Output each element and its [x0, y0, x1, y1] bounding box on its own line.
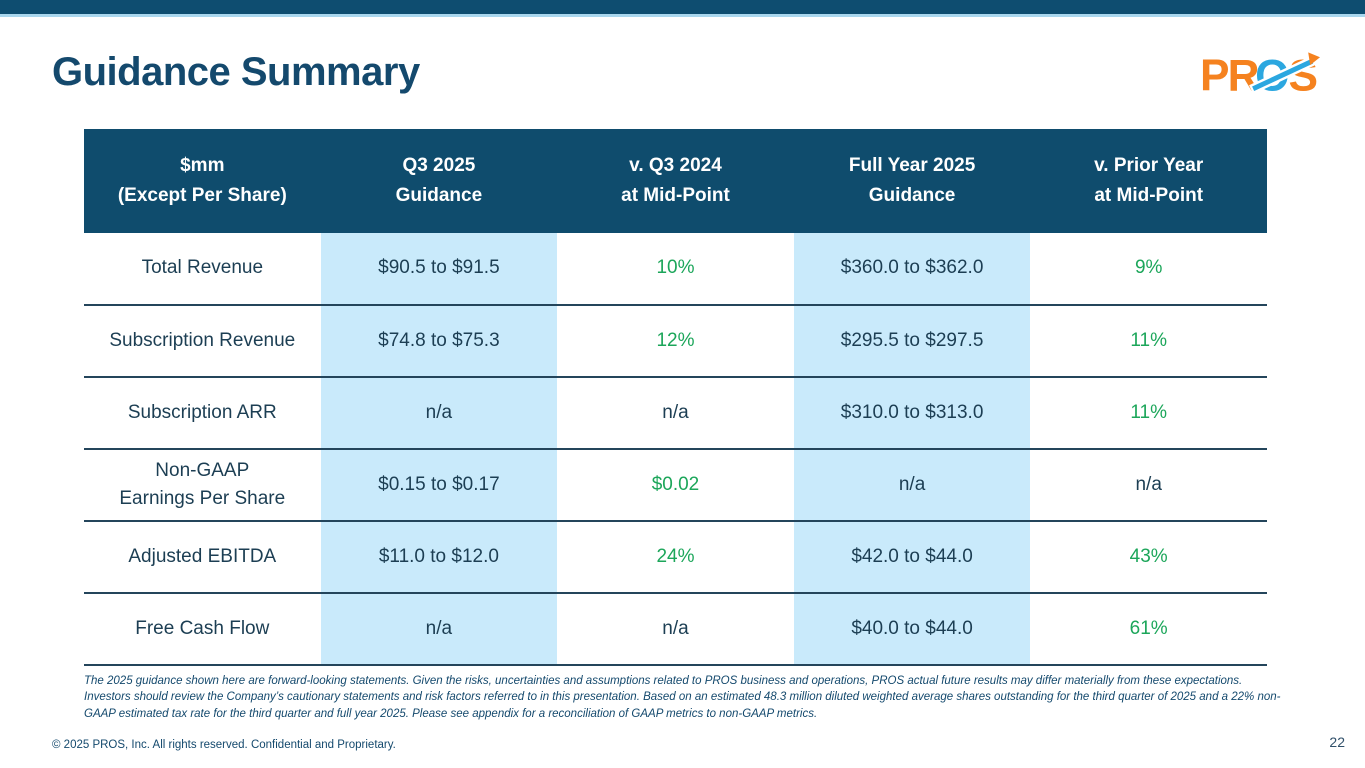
page-number: 22: [1329, 734, 1345, 750]
row-label: Subscription Revenue: [84, 304, 321, 377]
value-cell: $40.0 to $44.0: [793, 592, 1031, 666]
column-header: $mm (Except Per Share): [84, 129, 321, 233]
row-label: Free Cash Flow: [84, 592, 321, 666]
row-label: Adjusted EBITDA: [84, 520, 321, 593]
footer-copyright: © 2025 PROS, Inc. All rights reserved. C…: [52, 739, 396, 751]
value-cell: n/a: [557, 376, 794, 449]
table-row: Adjusted EBITDA $11.0 to $12.0 24% $42.0 to…: [84, 520, 1267, 593]
value-cell: 24%: [557, 520, 794, 593]
table-row: Subscription ARR n/a n/a $310.0 to $313.0 11…: [84, 376, 1267, 449]
value-cell: n/a: [320, 376, 558, 449]
value-cell: 61%: [1030, 592, 1267, 666]
value-cell: $0.02: [557, 448, 794, 521]
value-cell: 12%: [557, 304, 794, 377]
guidance-table: $mm (Except Per Share) Q3 2025 Guidance v. Q…: [84, 129, 1267, 666]
value-cell: $11.0 to $12.0: [320, 520, 558, 593]
top-accent-bar: [0, 0, 1365, 17]
value-cell: $310.0 to $313.0: [793, 376, 1031, 449]
table-row: Free Cash Flow n/a n/a $40.0 to $44.0 61%: [84, 592, 1267, 666]
logo-slash: [1252, 58, 1314, 91]
value-cell: 11%: [1030, 304, 1267, 377]
value-cell: $90.5 to $91.5: [320, 233, 558, 305]
logo-arrow-tip: [1308, 52, 1320, 66]
value-cell: $42.0 to $44.0: [793, 520, 1031, 593]
pros-logo: PR O S: [1200, 50, 1320, 101]
value-cell: n/a: [1030, 448, 1267, 521]
value-cell: n/a: [320, 592, 558, 666]
value-cell: 9%: [1134, 257, 1163, 279]
value-cell: n/a: [793, 448, 1031, 521]
table-row: Subscription Revenue $74.8 to $75.3 12% $29…: [84, 304, 1267, 377]
table-header-row: $mm (Except Per Share) Q3 2025 Guidance v. Q…: [84, 129, 1267, 233]
value-cell: $360.0 to $362.0: [793, 233, 1031, 305]
value-cell: $295.5 to $297.5: [793, 304, 1031, 377]
column-header: Full Year 2025 Guidance: [793, 129, 1031, 233]
table-row: Non-GAAP Earnings Per Share $0.15 to $0.17…: [84, 448, 1267, 521]
value-cell: $74.8 to $75.3: [320, 304, 558, 377]
value-cell: $0.15 to $0.17: [320, 448, 558, 521]
column-header: Q3 2025 Guidance: [320, 129, 558, 233]
row-label: Non-GAAP Earnings Per Share: [84, 448, 321, 521]
value-cell: n/a: [557, 592, 794, 666]
logo-letters-pr: PR: [1202, 52, 1260, 98]
page-title: Guidance Summary: [52, 50, 420, 94]
column-header: v. Q3 2024 at Mid-Point: [557, 129, 794, 233]
column-header: v. Prior Year at Mid-Point: [1030, 129, 1267, 233]
value-cell: 43%: [1030, 520, 1267, 593]
value-cell: 11%: [1030, 376, 1267, 449]
row-label: Total Revenue: [141, 257, 264, 279]
footnote: The 2025 guidance shown here are forward…: [84, 675, 1281, 720]
pros-logo-graphic: PR O S: [1200, 52, 1320, 101]
value-cell: 10%: [656, 257, 695, 279]
table-row: Total Revenue $90.5 to $91.5 10% $360.0 to …: [84, 233, 1267, 305]
row-label: Subscription ARR: [84, 376, 321, 449]
